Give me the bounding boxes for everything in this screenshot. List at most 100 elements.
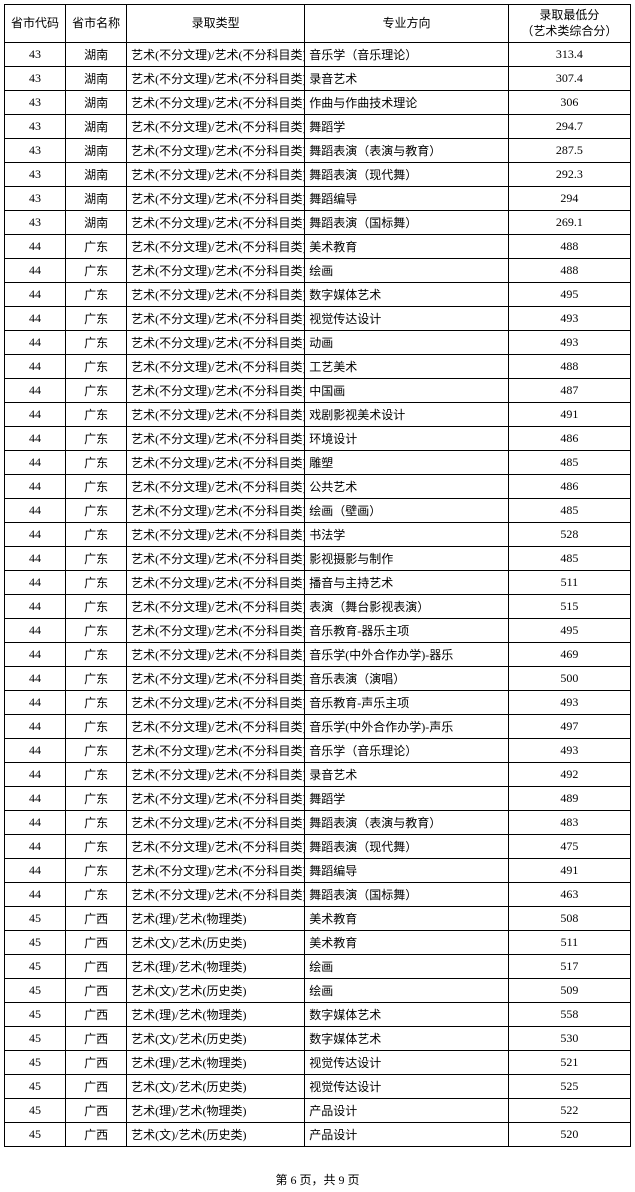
table-cell: 493 — [508, 691, 630, 715]
table-cell: 美术教育 — [305, 907, 509, 931]
table-cell: 舞蹈学 — [305, 787, 509, 811]
table-cell: 475 — [508, 835, 630, 859]
table-cell: 485 — [508, 499, 630, 523]
table-cell: 广西 — [66, 1003, 127, 1027]
table-cell: 艺术(不分文理)/艺术(不分科目类) — [127, 571, 305, 595]
table-cell: 艺术(不分文理)/艺术(不分科目类) — [127, 619, 305, 643]
table-cell: 影视摄影与制作 — [305, 547, 509, 571]
table-cell: 306 — [508, 91, 630, 115]
table-row: 43湖南艺术(不分文理)/艺术(不分科目类)舞蹈表演（现代舞）292.3 — [5, 163, 631, 187]
table-row: 45广西艺术(文)/艺术(历史类)数字媒体艺术530 — [5, 1027, 631, 1051]
table-row: 44广东艺术(不分文理)/艺术(不分科目类)表演（舞台影视表演）515 — [5, 595, 631, 619]
table-cell: 485 — [508, 451, 630, 475]
table-cell: 44 — [5, 283, 66, 307]
table-cell: 43 — [5, 115, 66, 139]
table-row: 44广东艺术(不分文理)/艺术(不分科目类)动画493 — [5, 331, 631, 355]
table-body: 43湖南艺术(不分文理)/艺术(不分科目类)音乐学（音乐理论）313.443湖南… — [5, 43, 631, 1147]
table-cell: 528 — [508, 523, 630, 547]
page-footer: 第 6 页，共 9 页 — [4, 1171, 631, 1188]
table-cell: 广东 — [66, 619, 127, 643]
table-cell: 522 — [508, 1099, 630, 1123]
table-cell: 500 — [508, 667, 630, 691]
table-cell: 音乐教育-声乐主项 — [305, 691, 509, 715]
table-cell: 488 — [508, 355, 630, 379]
table-cell: 工艺美术 — [305, 355, 509, 379]
table-cell: 艺术(不分文理)/艺术(不分科目类) — [127, 499, 305, 523]
table-cell: 520 — [508, 1123, 630, 1147]
table-cell: 287.5 — [508, 139, 630, 163]
table-cell: 音乐学（音乐理论） — [305, 43, 509, 67]
table-row: 45广西艺术(文)/艺术(历史类)美术教育511 — [5, 931, 631, 955]
table-cell: 269.1 — [508, 211, 630, 235]
table-cell: 广东 — [66, 235, 127, 259]
table-cell: 音乐学（音乐理论） — [305, 739, 509, 763]
table-cell: 艺术(不分文理)/艺术(不分科目类) — [127, 163, 305, 187]
table-cell: 44 — [5, 259, 66, 283]
table-cell: 舞蹈表演（国标舞） — [305, 883, 509, 907]
table-row: 44广东艺术(不分文理)/艺术(不分科目类)音乐学(中外合作办学)-声乐497 — [5, 715, 631, 739]
table-cell: 521 — [508, 1051, 630, 1075]
table-cell: 44 — [5, 883, 66, 907]
table-cell: 45 — [5, 1099, 66, 1123]
table-cell: 视觉传达设计 — [305, 1075, 509, 1099]
table-cell: 广东 — [66, 811, 127, 835]
table-row: 45广西艺术(理)/艺术(物理类)产品设计522 — [5, 1099, 631, 1123]
table-row: 44广东艺术(不分文理)/艺术(不分科目类)书法学528 — [5, 523, 631, 547]
table-row: 44广东艺术(不分文理)/艺术(不分科目类)中国画487 — [5, 379, 631, 403]
table-cell: 广东 — [66, 475, 127, 499]
table-cell: 515 — [508, 595, 630, 619]
table-cell: 广东 — [66, 571, 127, 595]
table-cell: 艺术(不分文理)/艺术(不分科目类) — [127, 403, 305, 427]
table-cell: 495 — [508, 619, 630, 643]
table-cell: 45 — [5, 1051, 66, 1075]
table-cell: 广东 — [66, 451, 127, 475]
table-cell: 广东 — [66, 787, 127, 811]
column-header-1: 省市名称 — [66, 5, 127, 43]
table-cell: 45 — [5, 1075, 66, 1099]
table-cell: 44 — [5, 643, 66, 667]
table-cell: 511 — [508, 931, 630, 955]
table-cell: 488 — [508, 259, 630, 283]
table-row: 44广东艺术(不分文理)/艺术(不分科目类)音乐教育-声乐主项493 — [5, 691, 631, 715]
table-cell: 艺术(理)/艺术(物理类) — [127, 1051, 305, 1075]
table-cell: 广西 — [66, 1027, 127, 1051]
table-cell: 广东 — [66, 643, 127, 667]
table-cell: 艺术(不分文理)/艺术(不分科目类) — [127, 883, 305, 907]
table-cell: 湖南 — [66, 91, 127, 115]
table-cell: 44 — [5, 859, 66, 883]
table-cell: 产品设计 — [305, 1099, 509, 1123]
table-cell: 广东 — [66, 355, 127, 379]
table-cell: 45 — [5, 1003, 66, 1027]
table-cell: 产品设计 — [305, 1123, 509, 1147]
table-cell: 湖南 — [66, 43, 127, 67]
table-cell: 广西 — [66, 1099, 127, 1123]
table-cell: 44 — [5, 595, 66, 619]
table-cell: 广东 — [66, 883, 127, 907]
table-cell: 艺术(不分文理)/艺术(不分科目类) — [127, 715, 305, 739]
table-row: 45广西艺术(理)/艺术(物理类)美术教育508 — [5, 907, 631, 931]
table-cell: 艺术(理)/艺术(物理类) — [127, 1099, 305, 1123]
table-row: 43湖南艺术(不分文理)/艺术(不分科目类)舞蹈表演（国标舞）269.1 — [5, 211, 631, 235]
table-cell: 44 — [5, 739, 66, 763]
table-cell: 43 — [5, 139, 66, 163]
table-row: 44广东艺术(不分文理)/艺术(不分科目类)音乐教育-器乐主项495 — [5, 619, 631, 643]
table-row: 44广东艺术(不分文理)/艺术(不分科目类)戏剧影视美术设计491 — [5, 403, 631, 427]
table-cell: 43 — [5, 211, 66, 235]
table-cell: 广东 — [66, 715, 127, 739]
table-cell: 舞蹈编导 — [305, 859, 509, 883]
table-row: 44广东艺术(不分文理)/艺术(不分科目类)录音艺术492 — [5, 763, 631, 787]
table-cell: 44 — [5, 763, 66, 787]
table-cell: 44 — [5, 715, 66, 739]
table-cell: 45 — [5, 907, 66, 931]
table-cell: 环境设计 — [305, 427, 509, 451]
table-cell: 486 — [508, 475, 630, 499]
table-cell: 音乐教育-器乐主项 — [305, 619, 509, 643]
table-row: 44广东艺术(不分文理)/艺术(不分科目类)视觉传达设计493 — [5, 307, 631, 331]
table-cell: 视觉传达设计 — [305, 307, 509, 331]
table-row: 44广东艺术(不分文理)/艺术(不分科目类)数字媒体艺术495 — [5, 283, 631, 307]
table-cell: 艺术(不分文理)/艺术(不分科目类) — [127, 691, 305, 715]
table-cell: 广东 — [66, 595, 127, 619]
table-cell: 44 — [5, 691, 66, 715]
table-cell: 艺术(理)/艺术(物理类) — [127, 907, 305, 931]
table-header: 省市代码省市名称录取类型专业方向录取最低分（艺术类综合分） — [5, 5, 631, 43]
